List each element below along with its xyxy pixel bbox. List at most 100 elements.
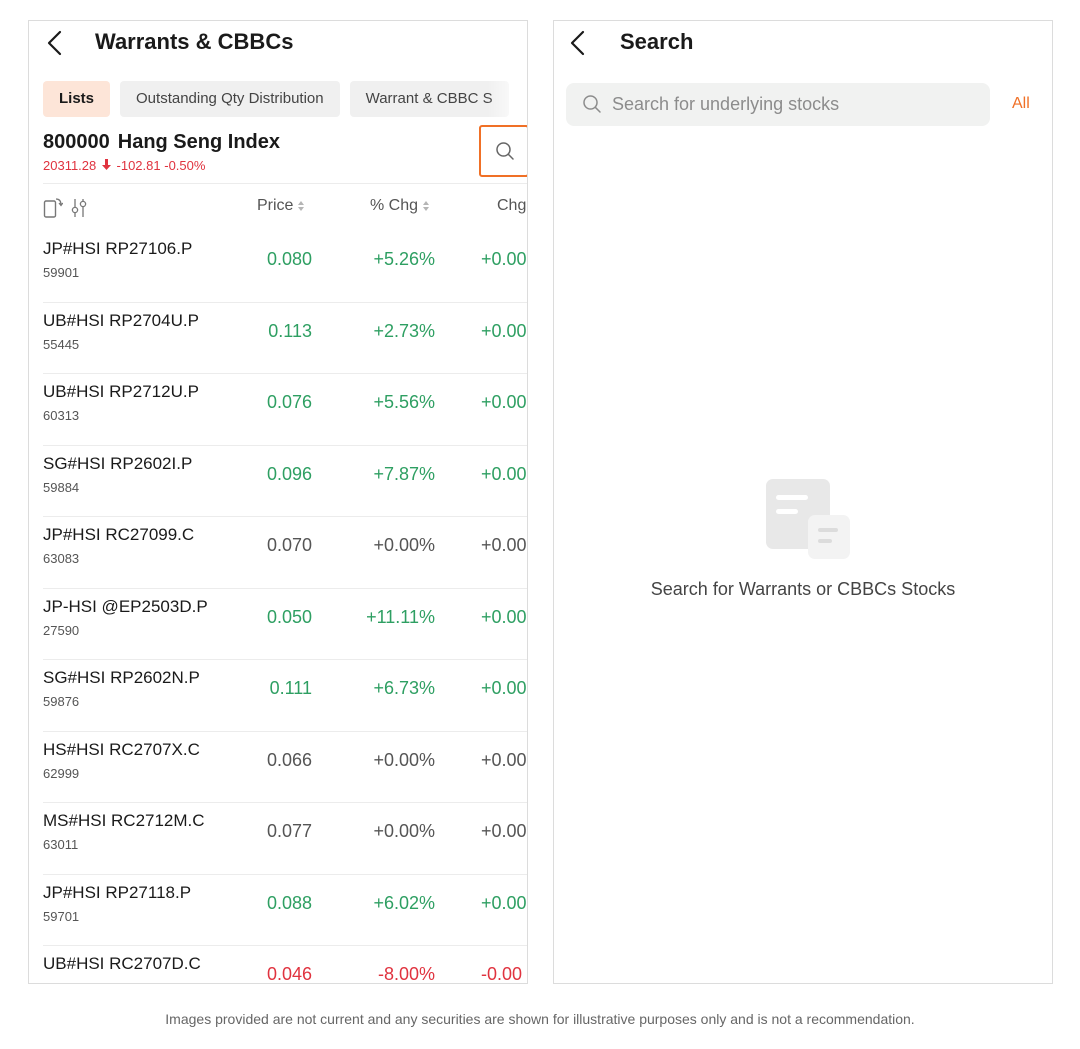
warrant-code: 63083 [43,551,80,566]
pct-chg-cell: +0.00% [373,535,435,555]
tab-bar: Lists Outstanding Qty Distribution Warra… [43,81,509,117]
filter-sliders-icon[interactable] [69,197,89,219]
price-cell: 0.077 [266,821,312,841]
warrant-code: 55445 [43,336,80,352]
warrant-code: 63011 [43,837,79,852]
row-divider [43,730,527,732]
row-divider [43,516,527,517]
chg-cell: +0.00 [481,821,527,841]
pct-chg-cell: +0.00% [373,749,435,770]
warrant-name: UB#HSI RP2704U.P [43,310,199,330]
search-button[interactable] [479,125,527,177]
warrant-code: 60313 [43,408,80,423]
warrant-name: HS#HSI RC2707X.C [43,739,200,759]
price-cell: 0.080 [266,249,312,269]
warrant-code: 59884 [43,479,80,495]
chg-cell: +0.00 [481,749,527,770]
list-item[interactable]: JP#HSI RC27099.C 63083 0.070 +0.00% +0.00 [29,517,527,589]
chg-cell: +0.00 [481,392,527,412]
chg-cell: +0.00 [481,892,527,913]
warrant-name: JP#HSI RP27118.P [43,882,192,902]
list-item[interactable]: SG#HSI RP2602N.P 59876 0.111 +6.73% +0.00 [29,660,527,732]
warrant-name: JP#HSI RC27099.C [43,525,195,544]
price-cell: 0.088 [266,892,312,913]
list-item[interactable]: HS#HSI RC2707X.C 62999 0.066 +0.00% +0.00 [29,732,527,803]
chg-cell: +0.00 [481,463,527,484]
pct-chg-cell: +7.87% [373,463,435,484]
row-divider [43,802,527,803]
search-icon [496,142,514,160]
page-title: Warrants & CBBCs [95,29,294,54]
chg-cell: +0.00 [481,535,527,555]
warrant-name: UB#HSI RP2712U.P [43,382,199,401]
rotate-screen-icon[interactable] [43,197,63,219]
index-title: 800000 Hang Seng Index [43,131,288,154]
index-change: -102.81 [116,158,161,173]
header: Warrants & CBBCs [29,21,527,65]
empty-state-text: Search for Warrants or CBBCs Stocks [650,579,956,599]
list-item[interactable]: UB#HSI RC2707D.C 0.046 -8.00% -0.00 [29,946,527,984]
column-header-price[interactable]: Price [257,197,305,225]
list-item[interactable]: UB#HSI RP2704U.P 55445 0.113 +2.73% +0.00 [29,303,527,374]
sort-icon [423,200,430,211]
header: Search [554,21,1052,65]
index-last: 20311.28 [43,158,97,173]
index-pct: -0.50% [164,158,206,173]
list-item[interactable]: JP#HSI RP27106.P 59901 0.080 +5.26% +0.00 [29,231,527,303]
tab-outstanding-qty[interactable]: Outstanding Qty Distribution [120,81,340,117]
tab-fade [487,81,527,117]
chg-cell: -0.00 [481,964,523,984]
warrant-code: 62999 [43,765,80,781]
row-divider [43,945,527,946]
pct-chg-cell: +5.26% [373,249,435,269]
all-button[interactable]: All [1012,95,1030,112]
warrant-name: MS#HSI RC2712M.C [43,811,205,830]
warrants-list-panel: Warrants & CBBCs Lists Outstanding Qty D… [28,20,528,984]
list-item[interactable]: JP#HSI RP27118.P 59701 0.088 +6.02% +0.00 [29,875,527,946]
chg-cell: +0.00 [481,320,527,341]
tab-warrant-cbbc[interactable]: Warrant & CBBC S [349,81,509,117]
back-arrow-icon[interactable] [43,29,67,57]
tab-lists[interactable]: Lists [43,81,111,117]
list-item[interactable]: SG#HSI RP2602I.P 59884 0.096 +7.87% +0.00 [29,446,527,517]
list-item[interactable]: MS#HSI RC2712M.C 63011 0.077 +0.00% +0.00 [29,803,527,875]
column-header-pct-chg[interactable]: % Chg [370,197,430,225]
divider [43,183,527,184]
search-input[interactable]: Search for underlying stocks [566,83,990,126]
list-item[interactable]: JP-HSI @EP2503D.P 27590 0.050 +11.11% +0.00 [29,589,527,660]
pct-chg-cell: +6.73% [373,678,435,698]
pct-chg-cell: +11.11% [366,606,435,627]
warrant-name: JP-HSI @EP2503D.P [43,596,208,616]
page-title: Search [620,29,694,54]
search-placeholder: Search for underlying stocks [612,94,840,114]
search-panel: Search Search for underlying stocks All … [553,20,1053,984]
row-divider [43,373,527,374]
chg-cell: +0.00 [481,606,527,627]
column-header-chg[interactable]: Chg [497,197,527,214]
warrant-code: 27590 [43,622,80,638]
warrant-code: 59876 [43,694,80,709]
row-divider [43,587,527,589]
row-divider [43,873,527,875]
price-cell: 0.096 [266,463,312,484]
chg-cell: +0.00 [481,249,527,269]
price-cell: 0.076 [266,392,312,412]
index-quote: 20311.28 -102.81 -0.50% [43,158,205,173]
warrant-name: JP#HSI RP27106.P [43,239,193,258]
row-divider [43,444,527,446]
index-name: Hang Seng Index [117,131,280,153]
row-divider [43,301,527,303]
search-icon [583,95,601,113]
row-divider [43,659,527,660]
down-arrow-icon [101,159,111,170]
price-cell: 0.066 [266,749,312,770]
disclaimer: Images provided are not current and any … [165,1011,915,1027]
warrant-code: 59901 [43,265,80,280]
empty-document-icon [766,479,850,559]
pct-chg-cell: +6.02% [373,892,435,913]
list-item[interactable]: UB#HSI RP2712U.P 60313 0.076 +5.56% +0.00 [29,374,527,446]
pct-chg-cell: -8.00% [377,964,435,984]
pct-chg-cell: +2.73% [373,320,435,341]
index-code: 800000 [43,131,110,153]
back-arrow-icon[interactable] [566,29,590,57]
